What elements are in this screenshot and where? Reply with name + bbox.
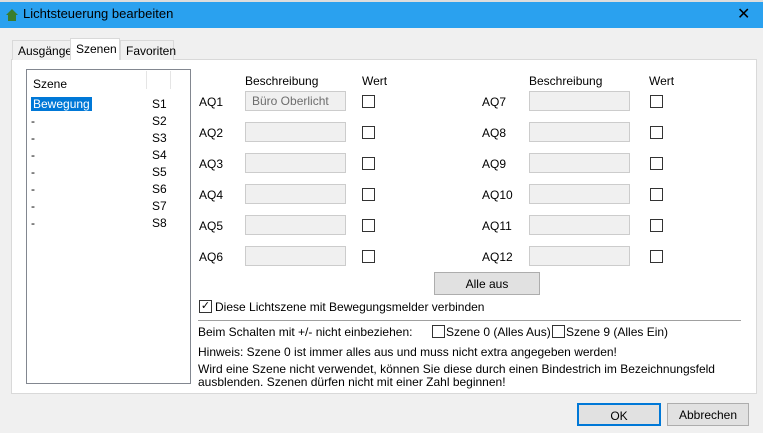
output-desc-input[interactable] bbox=[245, 153, 346, 173]
ok-button[interactable]: OK bbox=[577, 403, 661, 426]
scene-column-header: Szene bbox=[33, 77, 68, 91]
exclude-label: Beim Schalten mit +/- nicht einbeziehen: bbox=[198, 325, 413, 339]
scene9-label: Szene 9 (Alles Ein) bbox=[566, 325, 669, 339]
scene-id: S7 bbox=[152, 199, 167, 213]
hint-text-3: ausblenden. Szenen dürfen nicht mit eine… bbox=[198, 375, 506, 389]
output-value-checkbox[interactable] bbox=[650, 250, 663, 263]
output-value-checkbox[interactable] bbox=[362, 188, 375, 201]
scene-id: S8 bbox=[152, 216, 167, 230]
scene-id: S4 bbox=[152, 148, 167, 162]
tab-favoriten[interactable]: Favoriten bbox=[120, 40, 176, 60]
window-title: Lichtsteuerung bearbeiten bbox=[23, 6, 174, 21]
separator bbox=[198, 320, 741, 321]
output-value-checkbox[interactable] bbox=[650, 95, 663, 108]
output-desc-input[interactable] bbox=[529, 153, 630, 173]
output-desc-input[interactable] bbox=[245, 246, 346, 266]
output-label: AQ2 bbox=[199, 126, 224, 140]
scene-id: S1 bbox=[152, 97, 167, 111]
output-label: AQ3 bbox=[199, 157, 224, 171]
motion-checkbox-label: Diese Lichtszene mit Bewegungsmelder ver… bbox=[215, 300, 485, 314]
scene-name[interactable]: - bbox=[31, 131, 35, 145]
desc-header: Beschreibung bbox=[245, 74, 319, 88]
scene-id: S5 bbox=[152, 165, 167, 179]
scene9-checkbox[interactable] bbox=[552, 325, 565, 338]
output-desc-input[interactable] bbox=[245, 122, 346, 142]
hint-text-2: Wird eine Szene nicht verwendet, können … bbox=[198, 362, 715, 376]
scene-id: S3 bbox=[152, 131, 167, 145]
scene-name[interactable]: - bbox=[31, 199, 35, 213]
output-value-checkbox[interactable] bbox=[650, 219, 663, 232]
scene-name[interactable]: - bbox=[31, 182, 35, 196]
output-desc-input[interactable] bbox=[529, 91, 630, 111]
scene-name[interactable]: - bbox=[31, 216, 35, 230]
output-value-checkbox[interactable] bbox=[362, 95, 375, 108]
output-label: AQ12 bbox=[482, 250, 513, 264]
output-value-checkbox[interactable] bbox=[650, 126, 663, 139]
output-desc-input[interactable] bbox=[529, 215, 630, 235]
output-desc-input[interactable] bbox=[529, 184, 630, 204]
output-label: AQ6 bbox=[199, 250, 224, 264]
output-value-checkbox[interactable] bbox=[650, 188, 663, 201]
value-header: Wert bbox=[649, 74, 675, 88]
house-icon bbox=[6, 9, 18, 21]
scene0-label: Szene 0 (Alles Aus) bbox=[446, 325, 551, 339]
output-value-checkbox[interactable] bbox=[650, 157, 663, 170]
output-label: AQ11 bbox=[482, 219, 512, 233]
output-label: AQ8 bbox=[482, 126, 507, 140]
output-label: AQ7 bbox=[482, 95, 507, 109]
cancel-button[interactable]: Abbrechen bbox=[667, 403, 749, 426]
scene-name[interactable]: - bbox=[31, 165, 35, 179]
scene-id: S2 bbox=[152, 114, 167, 128]
desc-header: Beschreibung bbox=[529, 74, 603, 88]
scene-id: S6 bbox=[152, 182, 167, 196]
output-label: AQ5 bbox=[199, 219, 224, 233]
tab-ausgaenge[interactable]: Ausgänge bbox=[12, 40, 72, 60]
output-desc-input[interactable] bbox=[529, 246, 630, 266]
scene-list[interactable] bbox=[26, 69, 191, 384]
output-value-checkbox[interactable] bbox=[362, 126, 375, 139]
output-desc-input[interactable] bbox=[245, 184, 346, 204]
motion-checkbox[interactable]: ✓ bbox=[199, 300, 212, 313]
scene0-checkbox[interactable] bbox=[432, 325, 445, 338]
title-bar bbox=[0, 0, 763, 28]
output-label: AQ10 bbox=[482, 188, 513, 202]
scene-name[interactable]: - bbox=[31, 114, 35, 128]
scene-name[interactable]: Bewegung bbox=[31, 97, 92, 111]
close-icon[interactable]: ✕ bbox=[737, 6, 751, 23]
output-value-checkbox[interactable] bbox=[362, 219, 375, 232]
output-desc-input[interactable] bbox=[529, 122, 630, 142]
tab-szenen[interactable]: Szenen bbox=[70, 38, 120, 60]
output-label: AQ9 bbox=[482, 157, 507, 171]
hint-text: Hinweis: Szene 0 ist immer alles aus und… bbox=[198, 345, 617, 359]
output-desc-input[interactable] bbox=[245, 215, 346, 235]
value-header: Wert bbox=[362, 74, 388, 88]
output-value-checkbox[interactable] bbox=[362, 157, 375, 170]
output-desc-input[interactable]: Büro Oberlicht bbox=[245, 91, 346, 111]
scene-name[interactable]: - bbox=[31, 148, 35, 162]
output-value-checkbox[interactable] bbox=[362, 250, 375, 263]
output-label: AQ4 bbox=[199, 188, 224, 202]
all-off-button[interactable]: Alle aus bbox=[434, 272, 540, 295]
output-label: AQ1 bbox=[199, 95, 224, 109]
